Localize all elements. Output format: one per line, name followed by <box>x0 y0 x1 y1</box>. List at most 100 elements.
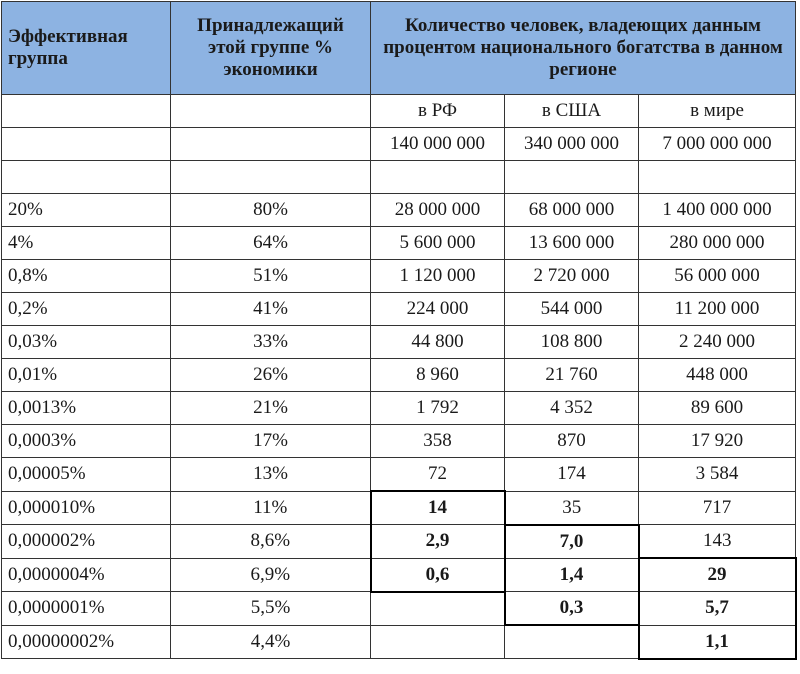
population-row: 140 000 000 340 000 000 7 000 000 000 <box>1 127 797 161</box>
cell: 0,0003% <box>1 424 171 458</box>
cell: 4% <box>1 226 171 260</box>
cell: 29 <box>637 557 797 592</box>
cell: 21% <box>170 391 371 425</box>
cell: 0,01% <box>1 358 171 392</box>
cell: 0,0000001% <box>1 591 171 626</box>
cell: 11% <box>170 490 371 525</box>
cell: 5 600 000 <box>370 226 505 260</box>
cell: 7,0 <box>503 523 640 559</box>
cell: 174 <box>504 457 639 492</box>
cell: 13% <box>170 457 371 492</box>
cell: 0,000010% <box>1 490 171 525</box>
population-cell: 140 000 000 <box>370 127 505 161</box>
cell: 80% <box>170 193 371 227</box>
cell: 56 000 000 <box>637 259 797 293</box>
header-cell: Эффективная группа <box>1 1 171 95</box>
data-row: 0,8% 51% 1 120 000 2 720 000 56 000 000 <box>1 259 797 293</box>
cell: 2 240 000 <box>637 325 797 359</box>
data-row: 0,0000004% 6,9% 0,6 1,4 29 <box>1 557 797 593</box>
cell <box>370 624 505 659</box>
cell: 1,4 <box>503 557 640 592</box>
data-row: 0,2% 41% 224 000 544 000 11 200 000 <box>1 292 797 326</box>
cell <box>170 94 371 128</box>
cell: 0,000002% <box>1 524 171 559</box>
cell <box>370 160 505 194</box>
cell: 41% <box>170 292 371 326</box>
cell: 20% <box>1 193 171 227</box>
cell: 224 000 <box>370 292 505 326</box>
cell <box>1 94 171 128</box>
cell <box>170 160 371 194</box>
cell: 1 400 000 000 <box>637 193 797 227</box>
cell: 870 <box>504 424 639 458</box>
cell: 108 800 <box>504 325 639 359</box>
region-cell: в РФ <box>370 94 505 128</box>
cell: 0,03% <box>1 325 171 359</box>
cell: 89 600 <box>637 391 797 425</box>
cell: 1,1 <box>637 624 797 660</box>
data-row: 0,00005% 13% 72 174 3 584 <box>1 457 797 492</box>
population-cell: 7 000 000 000 <box>637 127 797 161</box>
cell: 4,4% <box>170 624 371 659</box>
cell: 5,5% <box>170 591 371 626</box>
region-row: в РФ в США в мире <box>1 94 797 128</box>
cell: 21 760 <box>504 358 639 392</box>
cell: 28 000 000 <box>370 193 505 227</box>
data-row: 0,0003% 17% 358 870 17 920 <box>1 424 797 458</box>
wealth-table: Эффективная группа Принадлежащий этой гр… <box>1 1 797 660</box>
cell: 3 584 <box>637 457 797 492</box>
cell: 0,3 <box>503 591 640 626</box>
cell: 280 000 000 <box>637 226 797 260</box>
data-row: 0,01% 26% 8 960 21 760 448 000 <box>1 358 797 392</box>
cell: 0,6 <box>369 557 506 593</box>
cell: 2 720 000 <box>504 259 639 293</box>
data-row: 0,000010% 11% 14 35 717 <box>1 490 797 525</box>
cell: 1 120 000 <box>370 259 505 293</box>
data-row: 0,03% 33% 44 800 108 800 2 240 000 <box>1 325 797 359</box>
cell <box>1 160 171 194</box>
cell: 35 <box>504 490 639 525</box>
header-cell: Принадлежащий этой группе % экономики <box>170 1 371 95</box>
data-row: 0,0000001% 5,5% 0,3 5,7 <box>1 591 797 626</box>
cell: 0,00000002% <box>1 624 171 659</box>
cell: 5,7 <box>637 591 797 626</box>
header-cell: Количество человек, владеющих данным про… <box>369 1 797 95</box>
header-row: Эффективная группа Принадлежащий этой гр… <box>1 1 797 95</box>
region-cell: в мире <box>637 94 797 128</box>
cell: 8 960 <box>370 358 505 392</box>
cell: 64% <box>170 226 371 260</box>
data-row: 20% 80% 28 000 000 68 000 000 1 400 000 000 <box>1 193 797 227</box>
cell: 14 <box>369 490 506 525</box>
cell: 8,6% <box>170 524 371 559</box>
cell: 448 000 <box>637 358 797 392</box>
cell: 0,0013% <box>1 391 171 425</box>
cell: 68 000 000 <box>504 193 639 227</box>
cell: 544 000 <box>504 292 639 326</box>
cell: 358 <box>370 424 505 458</box>
cell: 44 800 <box>370 325 505 359</box>
data-row: 0,00000002% 4,4% 1,1 <box>1 624 797 660</box>
cell: 0,8% <box>1 259 171 293</box>
cell: 26% <box>170 358 371 392</box>
cell: 17 920 <box>637 424 797 458</box>
cell: 2,9 <box>369 524 506 559</box>
data-row: 0,000002% 8,6% 2,9 7,0 143 <box>1 523 797 559</box>
cell: 0,00005% <box>1 457 171 492</box>
cell <box>504 624 639 659</box>
cell <box>1 127 171 161</box>
cell: 0,2% <box>1 292 171 326</box>
cell: 717 <box>637 490 797 525</box>
cell <box>637 160 797 194</box>
cell: 72 <box>370 457 505 492</box>
cell: 1 792 <box>370 391 505 425</box>
cell: 4 352 <box>504 391 639 425</box>
data-row: 0,0013% 21% 1 792 4 352 89 600 <box>1 391 797 425</box>
cell: 143 <box>637 524 797 559</box>
population-cell: 340 000 000 <box>504 127 639 161</box>
cell: 11 200 000 <box>637 292 797 326</box>
region-cell: в США <box>504 94 639 128</box>
data-row: 4% 64% 5 600 000 13 600 000 280 000 000 <box>1 226 797 260</box>
cell: 13 600 000 <box>504 226 639 260</box>
cell <box>170 127 371 161</box>
